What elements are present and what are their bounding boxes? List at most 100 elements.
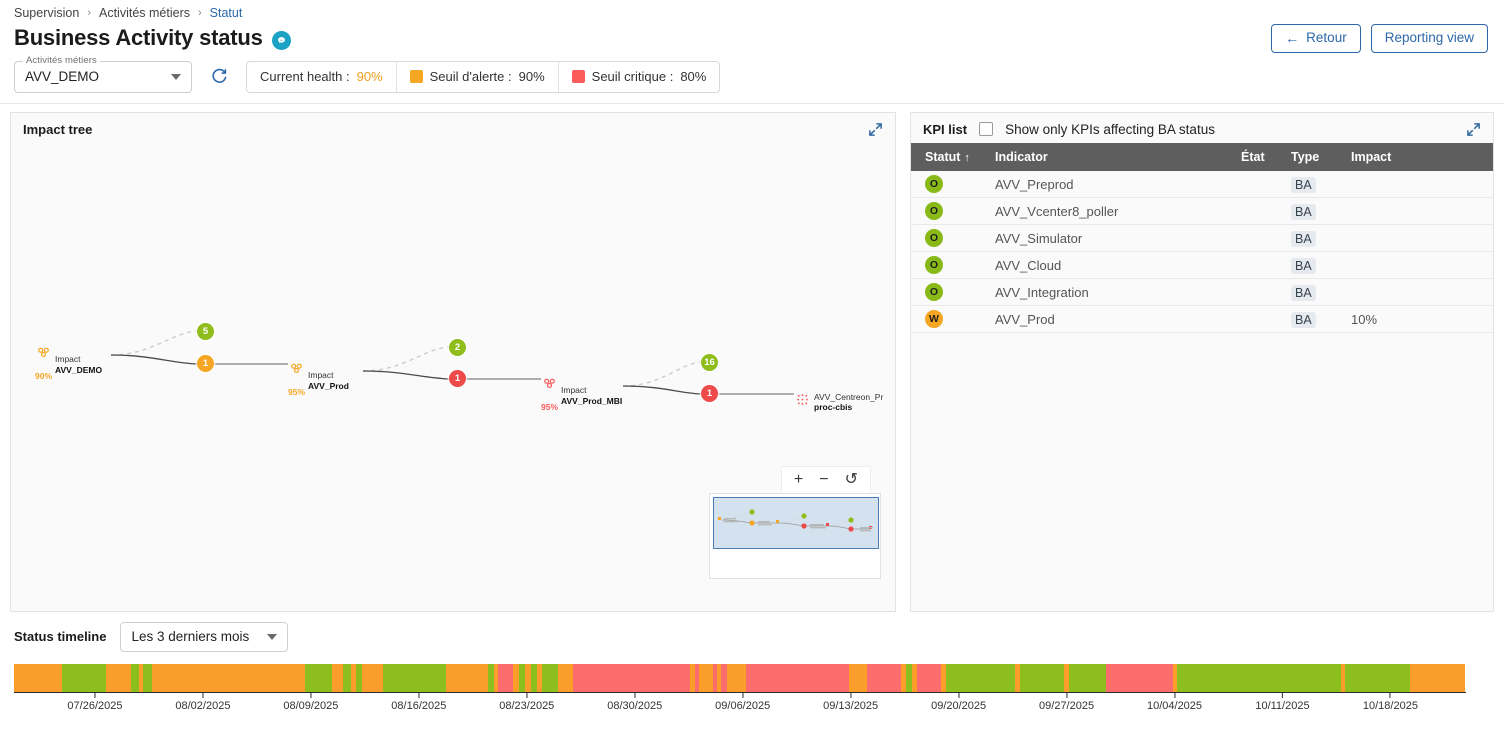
timeline-segment[interactable] [383, 663, 447, 692]
counter-badge[interactable]: 1 [449, 369, 466, 387]
timeline-segment[interactable] [494, 663, 499, 692]
breadcrumb: Supervision › Activités métiers › Statut [0, 0, 1504, 20]
timeline-segment[interactable] [695, 663, 700, 692]
back-button[interactable]: ← Retour [1271, 24, 1361, 53]
chevron-down-icon [267, 633, 278, 640]
timeline-segment[interactable] [901, 663, 907, 692]
timeline-segment[interactable] [1409, 663, 1466, 692]
timeline-segment[interactable] [717, 663, 722, 692]
impact-tree-canvas[interactable]: 90% Impact AVV_DEMO 95% Impact [11, 143, 895, 611]
expand-icon[interactable] [1466, 122, 1481, 137]
timeline-segment[interactable] [14, 663, 63, 692]
column-header-etat[interactable]: État [1233, 142, 1283, 171]
timeline-segment[interactable] [106, 663, 132, 692]
timeline-segment[interactable] [572, 663, 690, 692]
table-row[interactable]: O AVV_Cloud BA [911, 251, 1493, 280]
timeline-segment[interactable] [332, 663, 343, 692]
timeline-segment[interactable] [142, 663, 153, 692]
counter-badge[interactable]: 1 [197, 354, 214, 372]
column-header-statut[interactable]: Statut ↑ [911, 142, 987, 171]
counter-badge[interactable]: 16 [701, 353, 718, 371]
node-avv-centreon-proc-cbis[interactable]: AVV_Centreon_Pr proc-cbis [794, 392, 883, 413]
zoom-in-icon[interactable]: + [793, 470, 804, 488]
timeline-segment[interactable] [542, 663, 558, 692]
timeline-segment[interactable] [537, 663, 543, 692]
timeline-segment[interactable] [946, 663, 1016, 692]
zoom-out-icon[interactable]: − [819, 470, 829, 488]
timeline-segment[interactable] [1015, 663, 1021, 692]
timeline-segment[interactable] [350, 663, 357, 692]
timeline-segment[interactable] [152, 663, 305, 692]
timeline-segment[interactable] [519, 663, 525, 692]
timeline-segment[interactable] [356, 663, 363, 692]
cell-type: BA [1283, 305, 1343, 334]
timeline-segment[interactable] [304, 663, 333, 692]
timeline-segment[interactable] [746, 663, 849, 692]
timeline-tick-label: 08/16/2025 [391, 699, 447, 712]
timeline-segment[interactable] [342, 663, 351, 692]
breadcrumb-item-supervision[interactable]: Supervision [14, 6, 80, 20]
column-header-type[interactable]: Type [1283, 142, 1343, 171]
column-header-impact[interactable]: Impact [1343, 142, 1493, 171]
node-avv-prod[interactable]: 95% Impact AVV_Prod [288, 362, 349, 400]
timeline-segment[interactable] [721, 663, 728, 692]
show-only-affecting-checkbox[interactable] [979, 122, 994, 137]
table-row[interactable]: O AVV_Preprod BA [911, 170, 1493, 199]
minimap-viewport[interactable] [713, 496, 879, 549]
timeline-segment[interactable] [488, 663, 495, 692]
timeline-segment[interactable] [1064, 663, 1069, 692]
timeline-segment[interactable] [530, 663, 538, 692]
timeline-segment[interactable] [1344, 663, 1410, 692]
breadcrumb-item-statut[interactable]: Statut [209, 6, 243, 20]
table-row[interactable]: W AVV_Prod BA 10% [911, 305, 1493, 334]
timeline-segment[interactable] [1020, 663, 1065, 692]
node-avv-prod-mbi[interactable]: 95% Impact AVV_Prod_MBI [541, 377, 622, 415]
timeline-segment[interactable] [906, 663, 912, 692]
cell-impact [1343, 197, 1493, 226]
timeline-segment[interactable] [1173, 663, 1178, 692]
timeline-segment[interactable] [131, 663, 139, 692]
node-avv-demo[interactable]: 90% Impact AVV_DEMO [35, 346, 102, 384]
table-row[interactable]: O AVV_Simulator BA [911, 224, 1493, 253]
timeline-tick-label: 09/13/2025 [823, 699, 879, 712]
counter-badge[interactable]: 1 [701, 384, 718, 402]
timeline-segment[interactable] [1068, 663, 1107, 692]
legend-seuil-alerte: Seuil d'alerte : 90% [395, 61, 558, 92]
timeline-segment[interactable] [524, 663, 531, 692]
counter-badge[interactable]: 5 [197, 322, 214, 340]
reporting-view-button[interactable]: Reporting view [1370, 24, 1488, 53]
reset-zoom-icon[interactable]: ↺ [844, 470, 858, 488]
timeline-segment[interactable] [866, 663, 902, 692]
timeline-segment[interactable] [62, 663, 107, 692]
counter-badge[interactable]: 2 [449, 338, 466, 356]
timeline-segment[interactable] [138, 663, 143, 692]
timeline-range-select[interactable]: Les 3 derniers mois [120, 621, 289, 652]
timeline-segment[interactable] [848, 663, 867, 692]
timeline-bar[interactable] [14, 663, 1466, 692]
business-activity-select[interactable]: Activités métiers AVV_DEMO [14, 54, 192, 93]
expand-icon[interactable] [868, 122, 883, 137]
timeline-segment[interactable] [727, 663, 747, 692]
refresh-icon[interactable] [206, 64, 232, 90]
breadcrumb-item-activites-metiers[interactable]: Activités métiers [99, 6, 190, 20]
timeline-segment[interactable] [1340, 663, 1345, 692]
timeline-segment[interactable] [498, 663, 514, 692]
timeline-segment[interactable] [712, 663, 718, 692]
timeline-segment[interactable] [916, 663, 941, 692]
table-row[interactable]: O AVV_Integration BA [911, 278, 1493, 307]
tree-minimap[interactable] [709, 492, 881, 579]
timeline-segment[interactable] [911, 663, 917, 692]
timeline-segment[interactable] [1177, 663, 1341, 692]
panels: Impact tree [0, 104, 1504, 612]
timeline-segment[interactable] [689, 663, 696, 692]
table-row[interactable]: O AVV_Vcenter8_poller BA [911, 197, 1493, 226]
timeline-segment[interactable] [940, 663, 947, 692]
timeline-segment[interactable] [1106, 663, 1174, 692]
timeline-segment[interactable] [362, 663, 384, 692]
timeline-segment[interactable] [513, 663, 520, 692]
timeline-segment[interactable] [446, 663, 488, 692]
impact-tree-header: Impact tree [11, 113, 895, 143]
column-header-indicator[interactable]: Indicator [987, 142, 1233, 171]
timeline-segment[interactable] [558, 663, 573, 692]
timeline-segment[interactable] [699, 663, 713, 692]
